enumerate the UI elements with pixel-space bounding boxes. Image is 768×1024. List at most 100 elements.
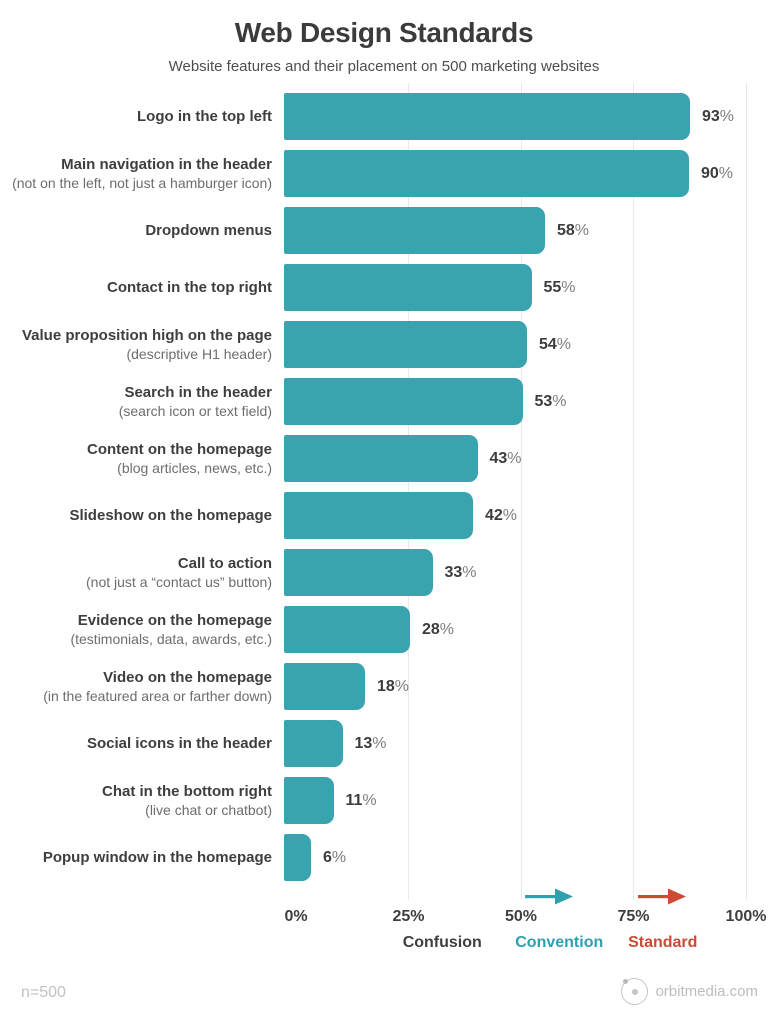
bar-label: Popup window in the homepage bbox=[42, 849, 272, 866]
bar-row-label-block: Video on the homepage (in the featured ar… bbox=[0, 668, 284, 705]
bar-row-4: Value proposition high on the page (descr… bbox=[0, 316, 768, 373]
convention-arrow-icon bbox=[525, 888, 573, 905]
bar-row-label-block: Social icons in the header bbox=[0, 734, 284, 753]
bar-row-label-block: Chat in the bottom right (live chat or ch… bbox=[0, 782, 284, 819]
bar-label: Chat in the bottom right bbox=[102, 783, 272, 800]
bar-row-12: Chat in the bottom right (live chat or ch… bbox=[0, 772, 768, 829]
bar-row-13: Popup window in the homepage 6% bbox=[0, 829, 768, 886]
chart-footer: n=500 orbitmedia.com bbox=[0, 978, 768, 1018]
bar[interactable] bbox=[284, 321, 527, 368]
bar[interactable] bbox=[284, 834, 311, 881]
gridline-25pct bbox=[408, 83, 409, 900]
brand-text: orbitmedia.com bbox=[655, 983, 758, 1000]
bar[interactable] bbox=[284, 549, 433, 596]
bar-value-label: 6% bbox=[323, 848, 347, 866]
bar-track: 28% bbox=[284, 606, 734, 653]
bar[interactable] bbox=[284, 492, 473, 539]
bar-value-label: 93% bbox=[701, 107, 734, 125]
bar-value-label: 90% bbox=[701, 164, 734, 182]
bar-sublabel: (live chat or chatbot) bbox=[145, 802, 272, 818]
bar[interactable] bbox=[284, 435, 478, 482]
brand-lockup: orbitmedia.com bbox=[621, 978, 758, 1005]
x-tick-50pct: 50% bbox=[504, 908, 538, 925]
bar-row-7: Slideshow on the homepage 42% bbox=[0, 487, 768, 544]
bar[interactable] bbox=[284, 777, 334, 824]
bar-row-label-block: Contact in the top right bbox=[0, 278, 284, 297]
bar-value-label: 53% bbox=[534, 392, 567, 410]
bar[interactable] bbox=[284, 207, 545, 254]
bar-sublabel: (blog articles, news, etc.) bbox=[117, 460, 272, 476]
legend-standard: Standard bbox=[628, 934, 698, 951]
bar-sublabel: (search icon or text field) bbox=[118, 403, 272, 419]
bar-track: 13% bbox=[284, 720, 734, 767]
bar-label: Slideshow on the homepage bbox=[69, 507, 272, 524]
gridlines bbox=[296, 83, 747, 900]
bar-track: 33% bbox=[284, 549, 734, 596]
x-tick-75pct: 75% bbox=[617, 908, 650, 925]
bar-track: 6% bbox=[284, 834, 734, 881]
bar-row-label-block: Content on the homepage (blog articles, n… bbox=[0, 440, 284, 477]
bar-label: Social icons in the header bbox=[86, 735, 272, 752]
chart-subtitle: Website features and their placement on … bbox=[168, 58, 600, 75]
bar-value-label: 54% bbox=[539, 335, 572, 353]
bar-track: 55% bbox=[284, 264, 734, 311]
bar-sublabel: (not on the left, not just a hamburger i… bbox=[12, 175, 272, 191]
bar-row-1: Main navigation in the header (not on the… bbox=[0, 145, 768, 202]
bar[interactable] bbox=[284, 720, 343, 767]
bar-label: Dropdown menus bbox=[145, 222, 272, 239]
bar-track: 18% bbox=[284, 663, 734, 710]
bar[interactable] bbox=[284, 606, 410, 653]
bar-value-label: 55% bbox=[543, 278, 576, 296]
bar-row-label-block: Slideshow on the homepage bbox=[0, 506, 284, 525]
orbit-moon-dot bbox=[623, 979, 629, 984]
bar-row-label-block: Dropdown menus bbox=[0, 221, 284, 240]
bar-row-10: Video on the homepage (in the featured ar… bbox=[0, 658, 768, 715]
bar-rows: Logo in the top left 93% Main navigation i… bbox=[0, 88, 768, 886]
bar-sublabel: (not just a “contact us” button) bbox=[86, 574, 272, 590]
bar-label: Main navigation in the header bbox=[61, 156, 272, 173]
bar-track: 11% bbox=[284, 777, 734, 824]
bar-value-label: 13% bbox=[354, 734, 387, 752]
bar-row-5: Search in the header (search icon or text… bbox=[0, 373, 768, 430]
bar-value-label: 58% bbox=[557, 221, 590, 239]
bar[interactable] bbox=[284, 378, 523, 425]
gridline-75pct bbox=[633, 83, 634, 900]
bar-sublabel: (testimonials, data, awards, etc.) bbox=[70, 631, 272, 647]
orbitmedia-logo-icon bbox=[621, 978, 649, 1005]
bar-label: Logo in the top left bbox=[137, 108, 272, 125]
bar-row-label-block: Logo in the top left bbox=[0, 107, 284, 126]
bar-label: Value proposition high on the page bbox=[21, 327, 272, 344]
bar-label: Video on the homepage bbox=[103, 669, 272, 686]
sample-size-note: n=500 bbox=[21, 984, 66, 1001]
bar-chart: Logo in the top left 93% Main navigation i… bbox=[0, 83, 768, 958]
gridline-100pct bbox=[745, 83, 747, 900]
bar[interactable] bbox=[284, 663, 365, 710]
bar-row-label-block: Popup window in the homepage bbox=[0, 848, 284, 867]
bar-row-6: Content on the homepage (blog articles, n… bbox=[0, 430, 768, 487]
chart-title: Web Design Standards bbox=[234, 17, 534, 48]
x-tick-100pct: 100% bbox=[725, 908, 767, 925]
bar-value-label: 43% bbox=[489, 449, 522, 467]
bar-label: Evidence on the homepage bbox=[77, 612, 272, 629]
standard-arrow-icon bbox=[637, 888, 686, 905]
bar-row-0: Logo in the top left 93% bbox=[0, 88, 768, 145]
legend-confusion: Confusion bbox=[402, 934, 482, 951]
x-axis: 0% 25% 50% 75% 100% Confusion Convention Standa… bbox=[0, 886, 768, 958]
bar-value-label: 28% bbox=[422, 620, 455, 638]
bar-value-label: 11% bbox=[345, 791, 377, 809]
orbit-core-dot bbox=[631, 988, 638, 995]
bar[interactable] bbox=[284, 150, 689, 197]
bar-row-label-block: Search in the header (search icon or text… bbox=[0, 383, 284, 420]
bar-track: 42% bbox=[284, 492, 734, 539]
bar-row-11: Social icons in the header 13% bbox=[0, 715, 768, 772]
bar-row-3: Contact in the top right 55% bbox=[0, 259, 768, 316]
bar-track: 58% bbox=[284, 207, 734, 254]
bar-label: Contact in the top right bbox=[107, 279, 272, 296]
bar-sublabel: (in the featured area or farther down) bbox=[43, 688, 272, 704]
chart-header: Web Design Standards Website features an… bbox=[0, 0, 768, 77]
bar[interactable] bbox=[284, 93, 690, 140]
bar-row-label-block: Value proposition high on the page (descr… bbox=[0, 326, 284, 363]
bar[interactable] bbox=[284, 264, 532, 311]
bar-row-2: Dropdown menus 58% bbox=[0, 202, 768, 259]
